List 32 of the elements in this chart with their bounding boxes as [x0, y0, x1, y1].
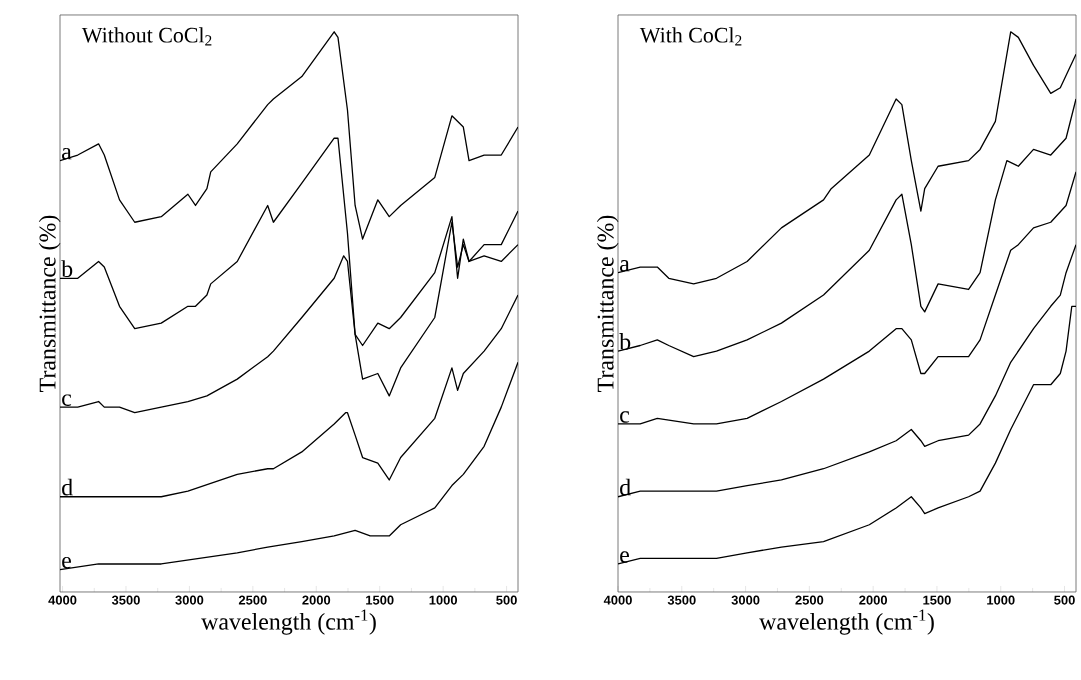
x-tick-label: 4000	[48, 595, 77, 605]
x-axis-title: wavelength (cm$^{-1}$)	[201, 609, 376, 635]
series-label: a	[62, 147, 72, 160]
series-label: e	[62, 556, 71, 569]
x-tick-label: 2000	[302, 595, 331, 605]
series-label: c	[620, 411, 630, 423]
series-label: d	[620, 478, 631, 496]
x-tick-label: 3500	[111, 595, 140, 605]
x-tick-label: 3500	[667, 595, 696, 605]
y-axis-title: Transmittance (%)	[38, 215, 61, 392]
x-tick-label: 500	[1054, 595, 1075, 605]
x-tick-label: 1500	[923, 595, 951, 605]
y-axis-title: Transmittance (%)	[596, 215, 619, 392]
x-tick-label: 1000	[987, 595, 1015, 605]
x-tick-label: 4000	[603, 595, 632, 605]
series-label: a	[620, 260, 630, 272]
x-tick-label: 500	[496, 595, 517, 605]
x-tick-label: 1500	[366, 595, 394, 605]
series-label: e	[620, 551, 629, 563]
series-label: b	[61, 260, 73, 278]
x-tick-label: 2500	[238, 595, 267, 605]
chart-title: Without CoCl$_{2}$	[81, 27, 212, 46]
series-label: d	[62, 478, 73, 496]
x-tick-label: 2000	[859, 595, 888, 605]
x-axis-title: wavelength (cm$^{-1}$)	[759, 609, 934, 635]
x-tick-label: 2500	[795, 595, 824, 605]
x-tick-label: 1000	[429, 595, 458, 605]
series-label: b	[619, 333, 631, 350]
chart-title: With CoCl$_{2}$	[639, 27, 742, 46]
x-tick-label: 3000	[731, 595, 760, 605]
series-label: c	[62, 394, 72, 406]
x-tick-label: 3000	[175, 595, 204, 605]
